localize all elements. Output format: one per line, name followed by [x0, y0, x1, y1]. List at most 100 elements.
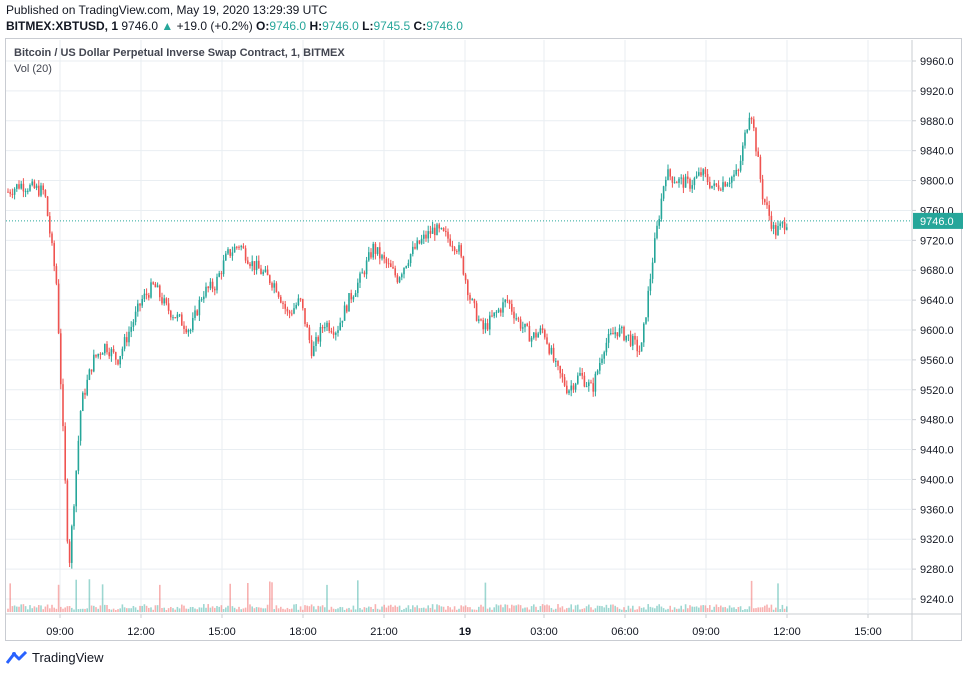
chart-frame[interactable] — [5, 38, 962, 641]
volume-bar — [473, 609, 476, 612]
candle-body — [737, 169, 740, 171]
volume-bar — [97, 608, 99, 612]
volume-bar — [781, 604, 784, 612]
volume-bar — [128, 608, 130, 612]
candle-body — [486, 323, 489, 330]
candle-body — [321, 327, 324, 329]
volume-bar — [462, 606, 465, 612]
candle-body — [460, 245, 462, 257]
candle-body — [236, 246, 238, 248]
volume-bar — [27, 609, 29, 612]
volume-bar — [742, 609, 744, 612]
volume-bar — [709, 605, 711, 612]
volume-bar — [247, 583, 249, 612]
volume-bar — [753, 608, 755, 612]
volume-bar — [29, 605, 31, 612]
candle-body — [614, 332, 616, 335]
volume-bar — [293, 604, 295, 612]
volume-bar — [7, 608, 9, 612]
volume-bar — [365, 607, 368, 612]
candle-body — [504, 299, 506, 303]
volume-bar — [280, 606, 282, 612]
volume-bar — [218, 606, 220, 612]
candle-body — [471, 299, 473, 301]
candle-body — [315, 337, 317, 347]
volume-bar — [357, 580, 359, 612]
candle-body — [348, 293, 350, 312]
volume-bar — [772, 609, 775, 612]
tradingview-logo-icon — [6, 650, 28, 664]
volume-bar — [286, 607, 289, 612]
pane-title: Bitcoin / US Dollar Perpetual Inverse Sw… — [14, 47, 345, 59]
volume-bar — [643, 607, 645, 612]
candle-body — [181, 314, 183, 326]
y-tick-label: 9480.0 — [920, 415, 954, 427]
candle-body — [544, 330, 546, 338]
volume-bar — [299, 606, 302, 612]
volume-bar — [178, 608, 181, 612]
volume-bar — [636, 609, 638, 612]
candle-body — [548, 343, 550, 354]
candle-body — [231, 252, 234, 256]
volume-bar — [238, 606, 240, 612]
candle-body — [770, 215, 773, 229]
candle-body — [143, 293, 146, 299]
volume-bar — [698, 607, 700, 612]
volume-bar — [513, 605, 515, 612]
volume-bar — [172, 608, 174, 612]
candle-body — [508, 300, 511, 304]
candle-body — [722, 182, 724, 191]
volume-bar — [464, 605, 467, 612]
candle-body — [218, 273, 220, 277]
candle-body — [687, 176, 689, 179]
candle-body — [744, 132, 746, 146]
candle-body — [537, 333, 539, 338]
candle-body — [229, 249, 231, 256]
candle-body — [574, 383, 577, 390]
candle-body — [735, 169, 737, 175]
volume-bar — [229, 583, 231, 612]
change-up-icon: ▲ — [161, 19, 174, 33]
candle-body — [18, 184, 20, 189]
volume-bar — [385, 607, 388, 612]
candle-body — [112, 349, 115, 353]
volume-bar — [370, 606, 372, 612]
candle-body — [84, 392, 86, 395]
volume-bar — [291, 608, 293, 612]
candle-body — [387, 263, 390, 265]
candle-body — [755, 128, 757, 152]
volume-indicator-label[interactable]: Vol (20) — [14, 63, 52, 75]
candle-body — [29, 184, 31, 191]
candle-body — [401, 274, 403, 278]
candle-body — [493, 312, 495, 317]
volume-bar — [343, 609, 346, 612]
candle-body — [528, 325, 531, 342]
volume-bar — [557, 604, 559, 612]
volume-bar — [187, 608, 190, 612]
volume-bar — [552, 609, 555, 612]
candle-body — [704, 169, 707, 174]
volume-bar — [354, 609, 357, 612]
candle-body — [172, 317, 174, 319]
volume-bar — [24, 606, 27, 612]
candle-body — [777, 226, 779, 236]
candle-body — [379, 247, 381, 259]
candle-body — [352, 296, 355, 300]
candle-body — [372, 243, 374, 258]
footer-brand[interactable]: TradingView — [6, 650, 104, 665]
volume-bar — [148, 607, 150, 612]
candle-body — [515, 318, 517, 320]
candle-body — [671, 176, 674, 183]
volume-bar — [62, 608, 64, 612]
candle-body — [621, 326, 623, 329]
volume-bar — [579, 609, 581, 612]
volume-bar — [526, 607, 528, 612]
volume-bar — [574, 605, 577, 612]
volume-bar — [198, 607, 201, 612]
volume-bar — [189, 607, 192, 612]
volume-bar — [332, 608, 335, 612]
candle-body — [374, 243, 377, 254]
close-label: C: — [413, 19, 427, 33]
y-tick-label: 9640.0 — [920, 295, 954, 307]
